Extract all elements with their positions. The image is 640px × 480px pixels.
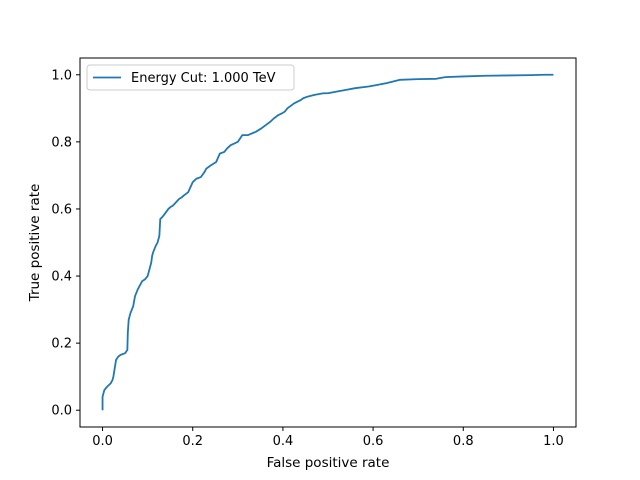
- x-tick-label: 0.6: [363, 434, 384, 449]
- y-axis-label: True positive rate: [27, 184, 43, 303]
- y-tick-label: 0.4: [51, 270, 72, 285]
- legend-box: [86, 64, 295, 91]
- axes-frame: [79, 57, 577, 428]
- ticks-layer: 0.0 0.2 0.4 0.6 0.8 1.0 0.0 0.2 0.4 0.6 0.8 1.0: [51, 68, 563, 449]
- x-tick-label: 0.2: [182, 434, 203, 449]
- y-tick-label: 0.0: [51, 404, 72, 419]
- y-tick-label: 0.6: [51, 202, 72, 217]
- y-tick-label: 0.2: [51, 337, 72, 352]
- y-tick-label: 1.0: [51, 68, 72, 83]
- series-layer: [101, 73, 554, 411]
- x-tick-label: 0.0: [92, 434, 113, 449]
- x-tick-label: 0.4: [273, 434, 294, 449]
- x-axis-label: False positive rate: [267, 455, 390, 471]
- legend: Energy Cut: 1.000 TeV: [86, 64, 295, 91]
- series-line-0: [101, 73, 554, 411]
- x-tick-label: 0.8: [453, 434, 474, 449]
- legend-label: Energy Cut: 1.000 TeV: [131, 71, 276, 86]
- x-tick-label: 1.0: [543, 434, 564, 449]
- y-tick-label: 0.8: [51, 135, 72, 150]
